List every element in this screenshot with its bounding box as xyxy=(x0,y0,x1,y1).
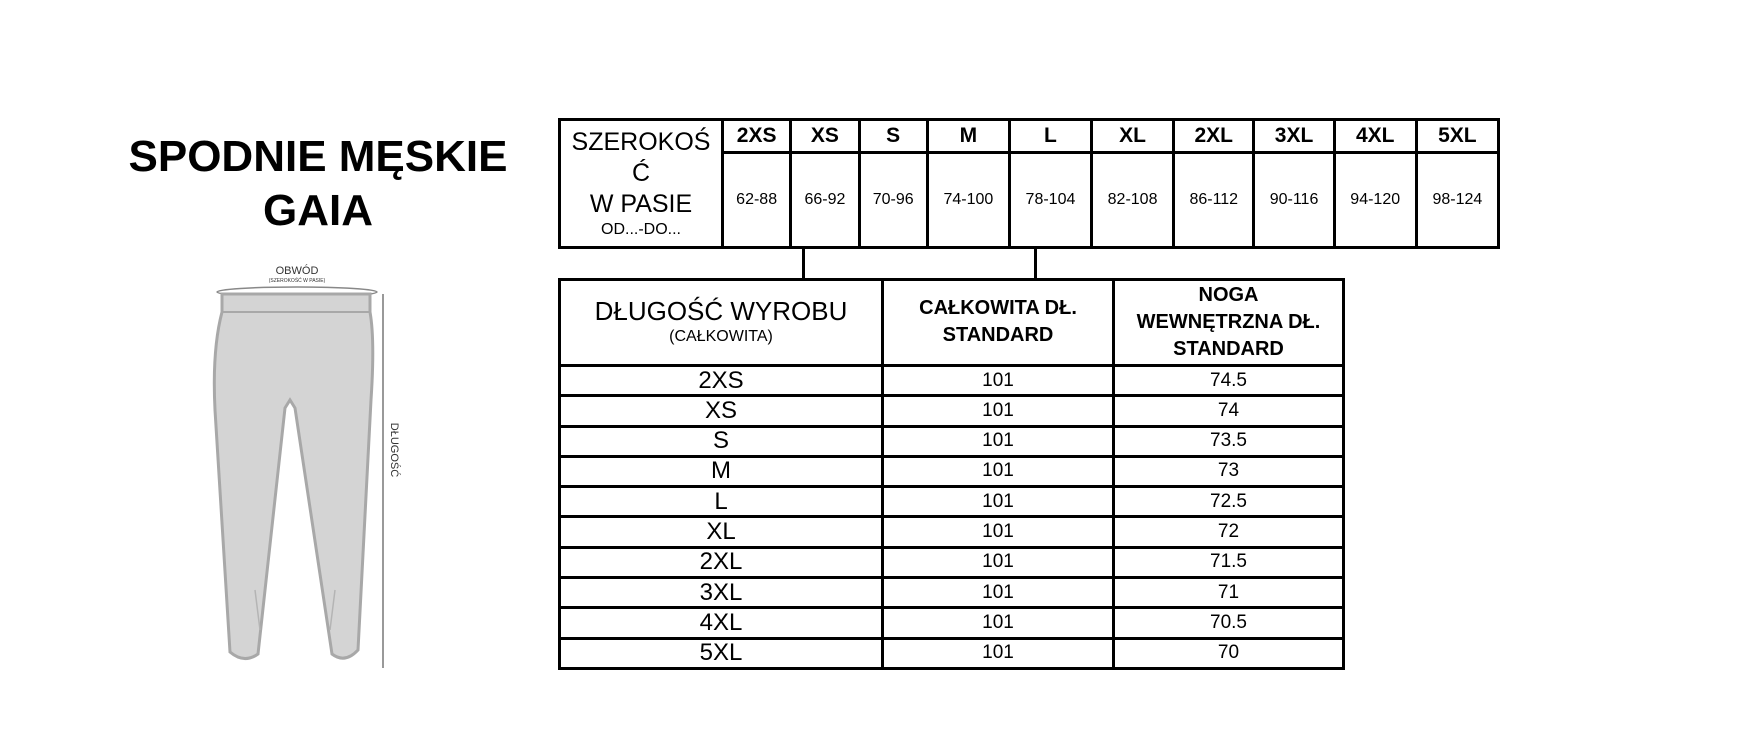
waist-value: 86-112 xyxy=(1172,151,1256,249)
header-text: STANDARD xyxy=(942,324,1054,347)
table-row: 2XS 101 74.5 xyxy=(558,363,1345,398)
waist-size-table: SZEROKOŚ Ć W PASIE OD...-DO... 2XS XS S … xyxy=(558,118,1501,249)
cell-total: 101 xyxy=(881,576,1115,610)
label-line: W PASIE xyxy=(589,190,693,218)
table-row: XL 101 72 xyxy=(558,515,1345,549)
header-text: CAŁKOWITA DŁ. xyxy=(919,297,1077,320)
page-title: SPODNIE MĘSKIE GAIA xyxy=(100,130,536,238)
cell-size: XS xyxy=(558,394,884,428)
header-text: NOGA xyxy=(1198,283,1259,306)
size-header: M xyxy=(925,118,1011,154)
cell-inseam: 74 xyxy=(1112,394,1345,428)
waist-value: 62-88 xyxy=(720,151,793,249)
waist-value: 90-116 xyxy=(1252,151,1336,249)
cell-inseam: 71.5 xyxy=(1112,545,1345,580)
table-row: 5XL 101 70 xyxy=(558,636,1345,671)
length-header-size: DŁUGOŚĆ WYROBU (CAŁKOWITA) xyxy=(558,278,884,367)
table-row: XS 101 74 xyxy=(558,394,1345,428)
waist-value: 94-120 xyxy=(1332,151,1418,249)
table-row: M 101 73 xyxy=(558,454,1345,489)
pants-diagram: OBWÓD (SZEROKOŚĆ W PASIE) DŁUGOŚĆ xyxy=(212,264,401,668)
cell-size: M xyxy=(558,454,884,489)
header-text: WEWNĘTRZNA DŁ. xyxy=(1136,310,1321,333)
header-sub: (CAŁKOWITA) xyxy=(669,328,773,346)
cell-total: 101 xyxy=(881,424,1115,458)
waist-label: OBWÓD xyxy=(276,264,319,277)
title-line-1: SPODNIE MĘSKIE xyxy=(128,132,508,181)
cell-total: 101 xyxy=(881,454,1115,489)
table-row: 2XL 101 71.5 xyxy=(558,545,1345,580)
size-header: 4XL xyxy=(1332,118,1418,154)
length-label: DŁUGOŚĆ xyxy=(388,423,401,477)
header-text: DŁUGOŚĆ WYROBU xyxy=(594,296,848,327)
cell-size: 2XL xyxy=(558,545,884,580)
cell-inseam: 72.5 xyxy=(1112,485,1345,519)
cell-total: 101 xyxy=(881,636,1115,671)
cell-size: L xyxy=(558,485,884,519)
cell-inseam: 70.5 xyxy=(1112,606,1345,640)
cell-inseam: 73.5 xyxy=(1112,424,1345,458)
length-header-total: CAŁKOWITA DŁ. STANDARD xyxy=(881,278,1115,367)
connector-line xyxy=(1034,249,1037,279)
pants-shape xyxy=(212,292,375,660)
cell-inseam: 71 xyxy=(1112,576,1345,610)
label-line: Ć xyxy=(631,159,651,187)
cell-inseam: 74.5 xyxy=(1112,363,1345,398)
cell-size: 3XL xyxy=(558,576,884,610)
length-table: DŁUGOŚĆ WYROBU (CAŁKOWITA) CAŁKOWITA DŁ.… xyxy=(558,278,1345,671)
cell-size: XL xyxy=(558,515,884,549)
waist-sublabel: (SZEROKOŚĆ W PASIE) xyxy=(269,276,326,284)
label-line: SZEROKOŚ xyxy=(571,128,711,156)
cell-size: S xyxy=(558,424,884,458)
cell-total: 101 xyxy=(881,515,1115,549)
cell-inseam: 73 xyxy=(1112,454,1345,489)
title-line-2: GAIA xyxy=(263,186,373,235)
cell-total: 101 xyxy=(881,545,1115,580)
header-text: STANDARD xyxy=(1173,337,1284,360)
waist-value: 98-124 xyxy=(1414,151,1501,249)
length-header-inseam: NOGA WEWNĘTRZNA DŁ. STANDARD xyxy=(1112,278,1345,367)
cell-total: 101 xyxy=(881,363,1115,398)
cell-size: 2XS xyxy=(558,363,884,398)
size-header: 2XS xyxy=(720,118,793,154)
table-row: L 101 72.5 xyxy=(558,485,1345,519)
waist-value: 82-108 xyxy=(1090,151,1176,249)
size-header: 2XL xyxy=(1172,118,1256,154)
size-header: 3XL xyxy=(1252,118,1336,154)
size-header: 5XL xyxy=(1414,118,1501,154)
cell-total: 101 xyxy=(881,485,1115,519)
seam-lines xyxy=(254,589,336,631)
label-sub: OD...-DO... xyxy=(601,221,681,238)
cell-size: 4XL xyxy=(558,606,884,640)
waist-label-cell: SZEROKOŚ Ć W PASIE OD...-DO... xyxy=(558,118,724,249)
size-header: XS xyxy=(789,118,861,154)
table-row: 4XL 101 70.5 xyxy=(558,606,1345,640)
waist-value: 74-100 xyxy=(925,151,1011,249)
table-row: 3XL 101 71 xyxy=(558,576,1345,610)
connector-line xyxy=(802,249,805,279)
waist-value: 66-92 xyxy=(789,151,861,249)
cell-inseam: 70 xyxy=(1112,636,1345,671)
cell-size: 5XL xyxy=(558,636,884,671)
cell-total: 101 xyxy=(881,606,1115,640)
size-header: XL xyxy=(1090,118,1176,154)
size-header: S xyxy=(857,118,929,154)
cell-total: 101 xyxy=(881,394,1115,428)
table-row: S 101 73.5 xyxy=(558,424,1345,458)
waist-value: 78-104 xyxy=(1007,151,1094,249)
waist-value: 70-96 xyxy=(857,151,929,249)
cell-inseam: 72 xyxy=(1112,515,1345,549)
size-header: L xyxy=(1007,118,1094,154)
